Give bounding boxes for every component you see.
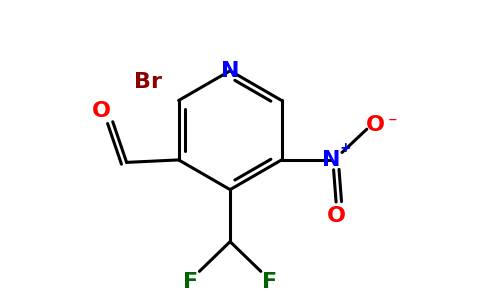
Text: Br: Br [134, 72, 162, 92]
Text: N: N [322, 150, 340, 170]
Text: +: + [339, 140, 351, 154]
Text: O: O [92, 101, 111, 121]
Text: F: F [262, 272, 277, 292]
Text: O: O [366, 115, 385, 135]
Text: ⁻: ⁻ [388, 114, 397, 132]
Text: N: N [221, 61, 240, 81]
Text: F: F [183, 272, 198, 292]
Text: O: O [327, 206, 346, 226]
